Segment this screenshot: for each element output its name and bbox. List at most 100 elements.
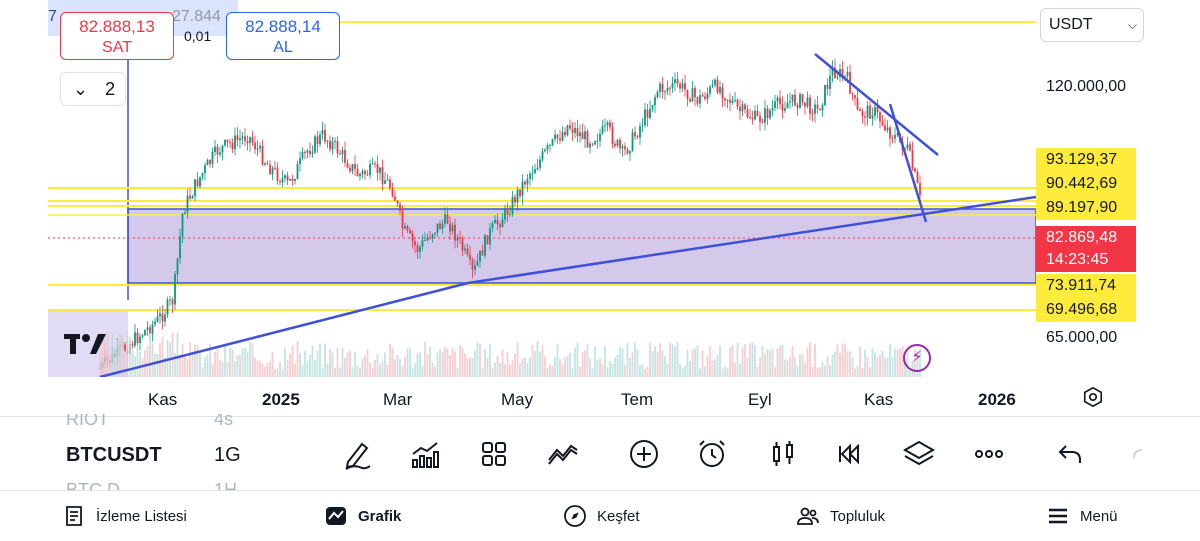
watchlist-next-symbol[interactable]: BTC.D bbox=[66, 480, 120, 490]
candle-body bbox=[666, 87, 669, 92]
volume-bar bbox=[376, 354, 379, 377]
buy-button[interactable]: 82.888,14 AL bbox=[226, 12, 340, 60]
chart-svg[interactable] bbox=[48, 0, 1036, 377]
indicators-button[interactable] bbox=[407, 436, 443, 472]
add-button[interactable] bbox=[626, 436, 662, 472]
candle-body bbox=[346, 162, 349, 168]
volume-bar bbox=[181, 343, 184, 377]
candle-body bbox=[419, 246, 421, 253]
nav-chart[interactable]: Grafik bbox=[324, 491, 401, 541]
candle-body bbox=[459, 237, 461, 239]
price-tag-text: 93.129,37 bbox=[1046, 151, 1118, 168]
chart-settings-icon[interactable] bbox=[1082, 386, 1104, 408]
candle-body bbox=[589, 143, 591, 148]
volume-bar bbox=[656, 352, 659, 377]
candle-body bbox=[219, 152, 221, 155]
volume-bar bbox=[811, 366, 814, 377]
candle-body bbox=[814, 104, 816, 114]
candle-body bbox=[294, 179, 296, 181]
volume-bar bbox=[226, 362, 229, 377]
volume-bar bbox=[721, 368, 724, 377]
indicators-icon bbox=[412, 442, 439, 468]
candle-body bbox=[181, 214, 184, 237]
replay-button[interactable] bbox=[832, 436, 868, 472]
time-axis[interactable]: Kas 2025 Mar May Tem Eyl Kas 2026 bbox=[0, 380, 1200, 416]
time-label-tem: Tem bbox=[621, 390, 654, 409]
candle-body bbox=[404, 226, 406, 229]
templates-button[interactable] bbox=[476, 436, 512, 472]
lightning-icon[interactable]: ⚡ bbox=[903, 344, 931, 372]
volume-bar bbox=[171, 332, 174, 377]
candle-body bbox=[541, 151, 544, 160]
nav-community[interactable]: Topluluk bbox=[796, 491, 885, 541]
drawing-tool-button[interactable] bbox=[340, 436, 376, 472]
watchlist-prev-tf[interactable]: 4s bbox=[214, 414, 234, 428]
volume-bar bbox=[449, 355, 451, 377]
volume-bar bbox=[701, 350, 704, 377]
volume-bar bbox=[831, 354, 834, 377]
candle-body bbox=[449, 223, 451, 232]
volume-bar bbox=[519, 363, 521, 377]
alert-button[interactable] bbox=[694, 436, 730, 472]
undo-button[interactable] bbox=[1052, 436, 1088, 472]
volume-bar bbox=[409, 348, 411, 377]
price-label-120000: 120.000,00 bbox=[1046, 78, 1127, 95]
volume-bar bbox=[881, 350, 884, 377]
legend-collapse-button[interactable]: ⌄ 2 bbox=[60, 72, 126, 106]
volume-bar bbox=[591, 368, 594, 377]
volume-bar bbox=[231, 349, 234, 377]
volume-bar bbox=[131, 350, 134, 377]
candle-body bbox=[631, 132, 634, 151]
more-button[interactable] bbox=[971, 436, 1007, 472]
nav-watchlist[interactable]: İzleme Listesi bbox=[62, 491, 187, 541]
chart-icon bbox=[326, 507, 346, 525]
chart-type-button[interactable] bbox=[765, 436, 801, 472]
candle-body bbox=[644, 109, 646, 126]
volume-bar bbox=[269, 361, 271, 377]
candle-body bbox=[911, 150, 914, 169]
volume-bar bbox=[539, 351, 541, 377]
volume-bar bbox=[734, 362, 736, 377]
candle-body bbox=[749, 117, 751, 119]
candle-body bbox=[691, 88, 694, 102]
volume-bar bbox=[541, 345, 544, 377]
candle-body bbox=[159, 313, 161, 317]
candle-body bbox=[139, 336, 141, 344]
candle-body bbox=[411, 233, 414, 242]
candle-body bbox=[249, 137, 251, 144]
volume-bar bbox=[301, 365, 304, 377]
volume-bar bbox=[454, 351, 456, 377]
volume-bar bbox=[339, 367, 341, 377]
timeframe-selector[interactable]: 1G bbox=[214, 444, 241, 466]
candle-body bbox=[621, 146, 624, 149]
candle-body bbox=[279, 181, 281, 183]
candle-body bbox=[906, 144, 909, 149]
volume-bar bbox=[824, 365, 826, 377]
layers-button[interactable] bbox=[901, 436, 937, 472]
volume-bar bbox=[321, 368, 324, 377]
candle-body bbox=[706, 93, 709, 100]
volume-bar bbox=[211, 364, 214, 377]
candle-body bbox=[744, 104, 746, 110]
candle-body bbox=[271, 167, 274, 175]
currency-select[interactable]: USDT ⌵ bbox=[1040, 8, 1144, 42]
candle-body bbox=[354, 164, 356, 169]
candle-body bbox=[169, 299, 171, 301]
volume-bar bbox=[481, 367, 484, 377]
candle-body bbox=[436, 223, 439, 233]
time-label-eyl: Eyl bbox=[748, 390, 772, 409]
symbol-selector[interactable]: BTCUSDT bbox=[66, 444, 162, 466]
candle-body bbox=[461, 238, 464, 251]
sell-button[interactable]: 82.888,13 SAT bbox=[60, 12, 174, 60]
buy-label: AL bbox=[273, 39, 293, 56]
volume-bar bbox=[289, 353, 291, 377]
volume-bar bbox=[516, 342, 519, 377]
candle-body bbox=[846, 71, 849, 76]
nav-menu[interactable]: Menü bbox=[1046, 491, 1118, 541]
redo-button[interactable] bbox=[1124, 436, 1160, 472]
chart-canvas[interactable] bbox=[48, 0, 1036, 377]
compare-button[interactable] bbox=[545, 436, 581, 472]
nav-explore[interactable]: Keşfet bbox=[563, 491, 640, 541]
watchlist-next-tf[interactable]: 1H bbox=[214, 480, 238, 490]
watchlist-prev-symbol[interactable]: RIOT bbox=[66, 414, 109, 428]
